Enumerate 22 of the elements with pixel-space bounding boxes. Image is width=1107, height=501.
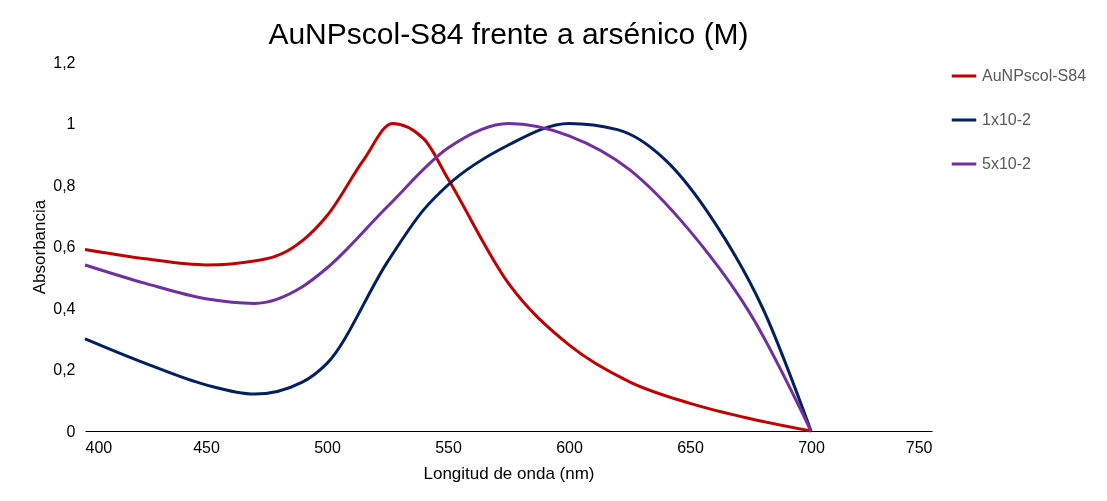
y-tick-label: 1,2 <box>53 53 76 71</box>
legend-label: 5x10-2 <box>982 155 1032 172</box>
x-tick-label: 750 <box>905 438 933 456</box>
y-axis-title: Absorbancia <box>30 199 50 295</box>
x-tick-label: 400 <box>85 438 113 456</box>
x-axis-title: Longitud de onda (nm) <box>423 463 595 483</box>
y-tick-label: 0,6 <box>53 238 76 255</box>
chart-title: AuNPscol-S84 frente a arsénico (M) <box>268 17 749 50</box>
x-tick-label: 600 <box>556 438 583 456</box>
y-tick-label: 1 <box>66 115 76 132</box>
x-tick-label: 700 <box>798 438 825 456</box>
line-series <box>83 122 813 433</box>
legend-label: 1x10-2 <box>982 111 1032 128</box>
x-tick-label: 450 <box>193 438 220 456</box>
y-tick-label: 0,2 <box>53 361 76 378</box>
x-tick-label: 550 <box>435 438 462 456</box>
y-tick-label: 0 <box>66 422 76 440</box>
y-tick-label: 0,4 <box>53 299 76 317</box>
x-tick-label: 500 <box>314 438 341 456</box>
x-tick-label: 650 <box>677 438 704 456</box>
y-tick-label: 0,8 <box>53 176 76 194</box>
legend-label: AuNPscol-S84 <box>982 67 1087 84</box>
